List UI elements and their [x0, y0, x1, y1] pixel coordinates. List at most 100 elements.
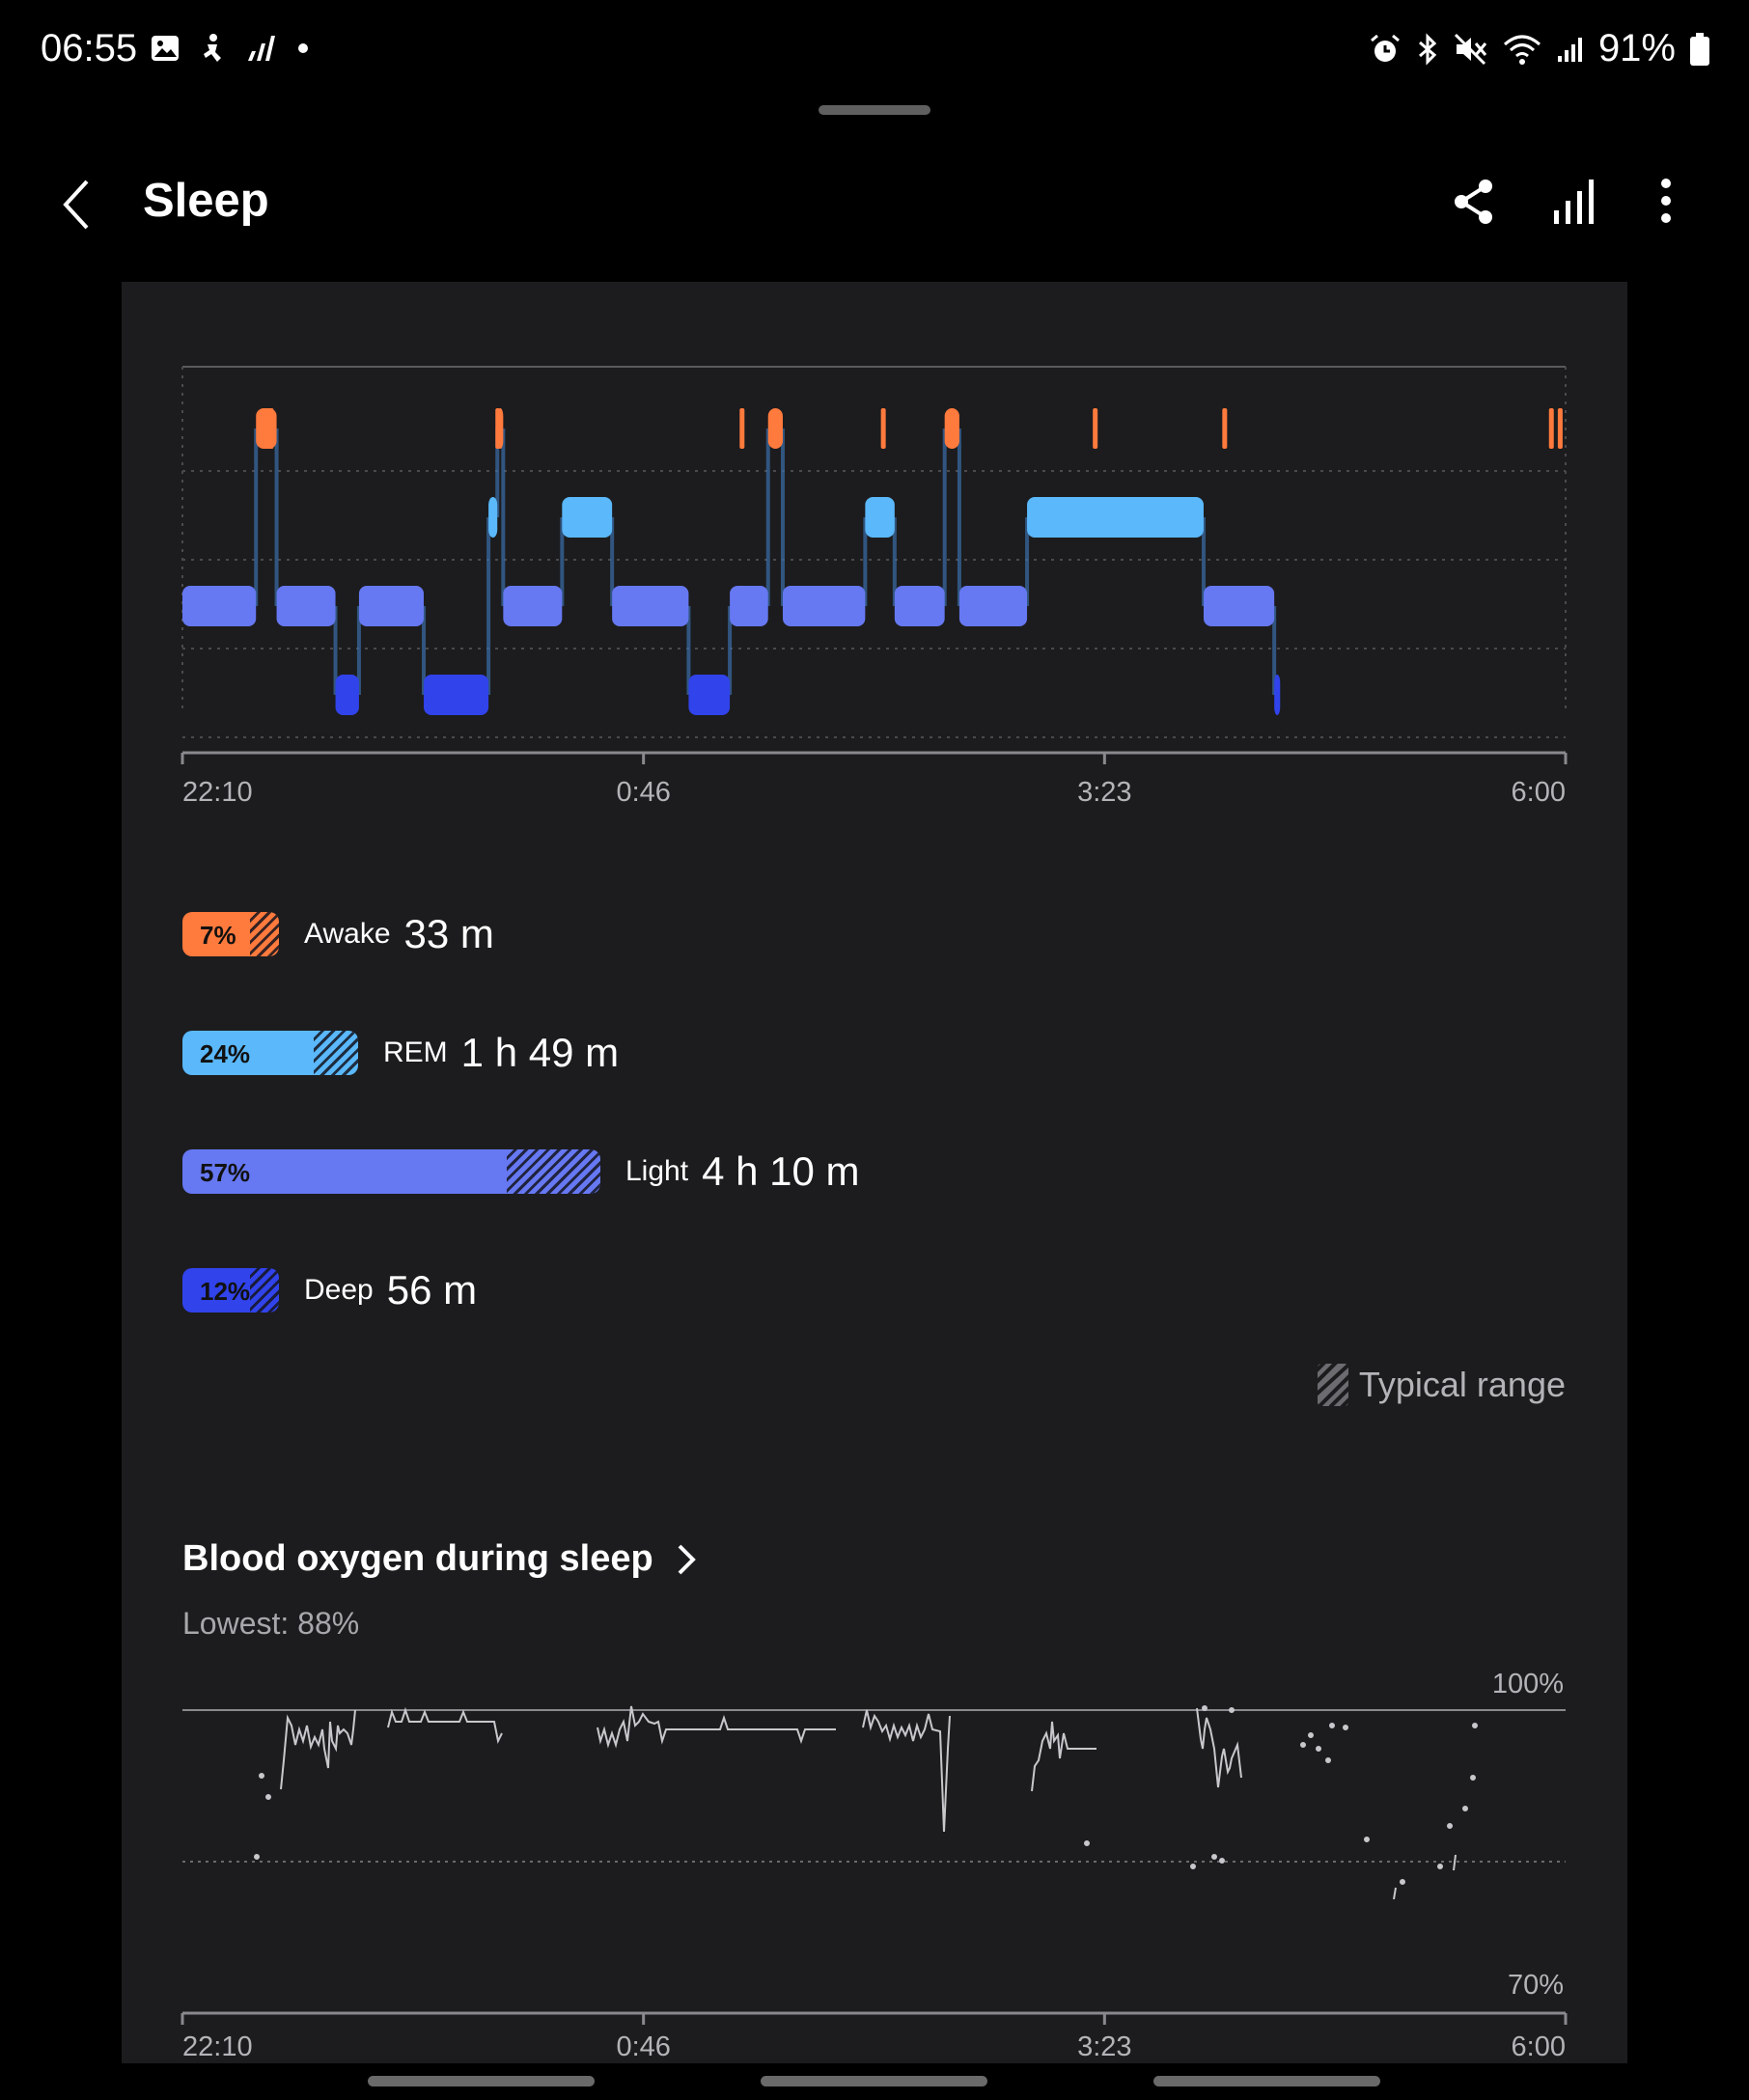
stage-block-rem	[1027, 497, 1204, 538]
stage-transition	[254, 428, 259, 606]
spo2-point	[1084, 1840, 1090, 1846]
blood-oxygen-lowest: Lowest: 88%	[182, 1606, 360, 1641]
back-arrow-icon[interactable]	[58, 178, 97, 232]
spo2-point	[1437, 1864, 1443, 1869]
sleep-card: 22:10 0:46 3:23 6:00 7% Awake 33 m 24% REM 1 h 4…	[122, 282, 1627, 2063]
typical-range-hatch	[507, 1149, 600, 1194]
spo2-point	[1202, 1705, 1208, 1711]
stage-block-light	[958, 586, 1028, 626]
stage-block-rem	[865, 497, 895, 538]
blood-oxygen-link[interactable]: Blood oxygen during sleep	[182, 1538, 696, 1580]
spo2-point	[1470, 1775, 1476, 1781]
drag-handle[interactable]	[819, 105, 930, 115]
spo2-point	[259, 1773, 264, 1779]
spo2-point	[1211, 1854, 1217, 1860]
spo2-point	[1316, 1746, 1321, 1752]
spo2-trace-line	[1031, 1721, 1097, 1792]
awake-mark	[495, 408, 501, 449]
stage-duration: 56 m	[386, 1267, 478, 1312]
spo2-point	[1462, 1806, 1468, 1811]
blood-oxygen-chart: 100% 70% 22:10 0:46 3:23 6:00	[180, 1669, 1568, 2058]
spo2-point	[1325, 1757, 1331, 1763]
awake-mark	[1557, 408, 1563, 449]
nav-home-button[interactable]	[761, 2076, 987, 2086]
spo2-trace-line	[1393, 1887, 1397, 1900]
stage-transition	[495, 428, 500, 517]
nav-back-button[interactable]	[1153, 2076, 1380, 2086]
stage-transition	[560, 517, 565, 606]
stage-block-light	[503, 586, 563, 626]
accessibility-icon	[204, 34, 221, 62]
spo2-trace-line	[862, 1709, 951, 1833]
spo2-min-label: 70%	[1508, 1970, 1564, 2001]
stage-transition	[501, 428, 506, 606]
blood-oxygen-title: Blood oxygen during sleep	[182, 1538, 653, 1579]
spo2-point	[1308, 1732, 1314, 1738]
stage-transition	[686, 606, 691, 695]
spo2-trace-line	[1453, 1854, 1457, 1871]
spo2-point	[1300, 1742, 1306, 1748]
stage-transition	[422, 606, 427, 695]
app-bar: Sleep	[0, 154, 1749, 251]
x-tick-label: 6:00	[1512, 777, 1566, 808]
spo2-point	[1343, 1725, 1348, 1730]
stage-transition	[765, 428, 770, 606]
typical-range-legend: Typical range	[1316, 1363, 1566, 1407]
spo2-point	[1400, 1879, 1405, 1885]
stage-block-rem	[562, 497, 613, 538]
awake-mark	[880, 408, 886, 449]
spo2-point	[1447, 1823, 1453, 1829]
spo2-trace-line	[387, 1706, 503, 1745]
stage-block-light	[894, 586, 945, 626]
stage-bar-awake: 7%	[182, 912, 279, 956]
page-title: Sleep	[143, 175, 269, 227]
spo2-trace-line	[597, 1705, 836, 1749]
stage-block-light	[612, 586, 689, 626]
cell-signal-icon	[1557, 37, 1582, 62]
spo2-point	[1472, 1723, 1478, 1728]
spo2-x-tick-label: 22:10	[182, 2031, 253, 2058]
stage-block-deep	[1274, 675, 1281, 715]
more-icon[interactable]	[1658, 178, 1674, 226]
stage-block-deep	[335, 675, 359, 715]
stage-transition	[957, 428, 961, 606]
stage-transition	[486, 517, 491, 695]
stage-bar-rem: 24%	[182, 1031, 358, 1075]
share-icon[interactable]	[1452, 178, 1496, 226]
stage-duration: 4 h 10 m	[702, 1148, 860, 1194]
typical-range-hatch	[250, 1268, 279, 1312]
stage-transition	[942, 428, 947, 606]
stage-block-light	[1203, 586, 1275, 626]
stage-block-light	[358, 586, 425, 626]
alarm-icon	[1370, 34, 1400, 62]
stage-bar-deep: 12%	[182, 1268, 279, 1312]
awake-mark	[739, 408, 745, 449]
stage-percent: 24%	[200, 1039, 251, 1068]
spo2-point	[1229, 1707, 1235, 1713]
status-bar: 06:55 91%	[0, 0, 1749, 101]
x-tick-label: 0:46	[616, 777, 670, 808]
stats-icon[interactable]	[1552, 178, 1598, 226]
stage-row-awake: 7% Awake 33 m	[182, 911, 494, 957]
stage-block-deep	[688, 675, 731, 715]
stage-row-light: 57% Light 4 h 10 m	[182, 1148, 860, 1195]
status-left-icons	[150, 33, 310, 64]
x-tick-label: 22:10	[182, 777, 253, 808]
spo2-max-label: 100%	[1492, 1669, 1564, 1699]
nav-recent-button[interactable]	[368, 2076, 595, 2086]
awake-mark	[268, 408, 274, 449]
stage-block-light	[730, 586, 768, 626]
stage-block-awake	[944, 408, 959, 449]
spo2-point	[1329, 1723, 1335, 1728]
wifi-icon	[1503, 35, 1541, 65]
spo2-trace-line	[1196, 1707, 1242, 1788]
stage-row-deep: 12% Deep 56 m	[182, 1267, 477, 1313]
stage-transition	[1025, 517, 1030, 606]
navigation-bar	[0, 2063, 1749, 2100]
bluetooth-icon	[1418, 32, 1437, 66]
stage-transition	[863, 517, 868, 606]
x-tick-label: 3:23	[1077, 777, 1131, 808]
typical-range-hatch	[250, 912, 279, 956]
spo2-point	[265, 1794, 271, 1800]
awake-mark	[1548, 408, 1554, 449]
